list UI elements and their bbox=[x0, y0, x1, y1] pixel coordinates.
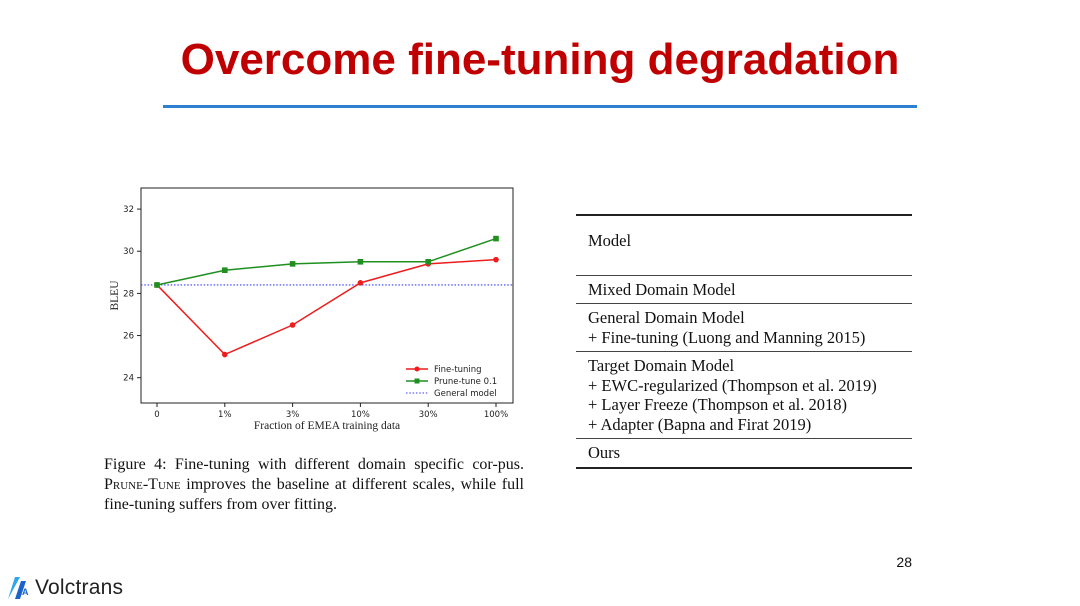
y-tick-label: 32 bbox=[123, 205, 134, 215]
fine-tuning-point bbox=[357, 280, 364, 286]
y-axis-label: BLEU bbox=[109, 280, 121, 311]
svg-text:A: A bbox=[22, 587, 29, 597]
prune-tune-point bbox=[222, 267, 228, 274]
table-row: + Fine-tuning (Luong and Manning 2015) bbox=[588, 327, 866, 347]
y-tick-label: 30 bbox=[123, 247, 134, 257]
table-group-rule bbox=[576, 438, 912, 439]
table-row: + Layer Freeze (Thompson et al. 2018) bbox=[588, 395, 848, 414]
bleu-line-chart: 24 26 28 30 32 0 1% 3% 10% 30% 100% Fraction of EME… bbox=[100, 180, 530, 442]
table-top-rule bbox=[576, 214, 912, 216]
legend-marker bbox=[414, 366, 420, 372]
x-tick-label: 100% bbox=[484, 410, 508, 420]
caption-method-name: Prune-Tune bbox=[104, 476, 181, 493]
slide-title: Overcome fine-tuning degradation bbox=[180, 35, 900, 84]
table-group: Mixed Domain Model bbox=[576, 276, 912, 304]
legend-label: Fine-tuning bbox=[434, 365, 482, 375]
table-group: Ours bbox=[576, 439, 912, 467]
x-tick-label: 30% bbox=[419, 410, 438, 420]
table-group-rule bbox=[576, 351, 912, 352]
y-tick-label: 24 bbox=[123, 374, 134, 384]
table-header: Model bbox=[588, 231, 632, 250]
legend-label: Prune-tune 0.1 bbox=[434, 377, 497, 387]
series-line-fine-tuning bbox=[156, 258, 497, 356]
logo-text: Volctrans bbox=[35, 576, 124, 599]
plot-frame bbox=[140, 187, 514, 404]
y-tick-label: 26 bbox=[123, 332, 134, 342]
figure-caption: Figure 4: Fine-tuning with different dom… bbox=[104, 455, 524, 515]
prune-tune-point bbox=[289, 261, 296, 267]
table-body: Mixed Domain Model General Domain Model + … bbox=[576, 276, 912, 467]
x-tick-label: 0 bbox=[154, 410, 159, 420]
prune-tune-point bbox=[493, 235, 499, 242]
prune-tune-point bbox=[357, 258, 364, 265]
caption-suffix: improves the baseline at different scale… bbox=[104, 476, 524, 513]
table-row: Ours bbox=[588, 443, 621, 462]
legend-label: General model bbox=[434, 389, 497, 399]
table-group: Target Domain Model + EWC-regularized (Th… bbox=[576, 352, 912, 438]
title-underline bbox=[163, 105, 917, 108]
x-tick-label: 3% bbox=[286, 410, 300, 420]
model-table: Model Mixed Domain Model General Domain M… bbox=[576, 214, 912, 469]
table-group: General Domain Model + Fine-tuning (Luong… bbox=[576, 304, 912, 351]
table-group-rule bbox=[576, 303, 912, 304]
table-row: General Domain Model bbox=[588, 308, 745, 327]
x-tick-label: 10% bbox=[351, 410, 370, 420]
chart-canvas: 24 26 28 30 32 0 1% 3% 10% 30% 100% Fraction of EME… bbox=[109, 187, 514, 432]
series-line-prune-tune bbox=[156, 237, 497, 286]
volctrans-logo: A Volctrans bbox=[6, 574, 123, 602]
table-row: Mixed Domain Model bbox=[588, 279, 736, 299]
y-tick-label: 28 bbox=[123, 289, 134, 299]
table-header-rule bbox=[576, 274, 912, 276]
x-axis-label: Fraction of EMEA training data bbox=[254, 420, 400, 432]
fine-tuning-point bbox=[289, 322, 296, 328]
fine-tuning-point bbox=[493, 256, 499, 263]
table-bottom-rule bbox=[576, 466, 912, 469]
prune-tune-point bbox=[154, 282, 160, 288]
prune-tune-point bbox=[425, 258, 431, 265]
legend-marker bbox=[414, 378, 420, 384]
page-number: 28 bbox=[896, 554, 912, 570]
caption-prefix: Figure 4: Fine-tuning with different dom… bbox=[104, 456, 524, 473]
volctrans-logo-icon: A bbox=[8, 577, 29, 599]
table-row: Target Domain Model bbox=[588, 356, 735, 375]
table-row: + EWC-regularized (Thompson et al. 2019) bbox=[588, 375, 877, 395]
x-tick-label: 1% bbox=[218, 410, 232, 420]
fine-tuning-point bbox=[222, 351, 228, 358]
table-row: + Adapter (Bapna and Firat 2019) bbox=[588, 414, 812, 434]
